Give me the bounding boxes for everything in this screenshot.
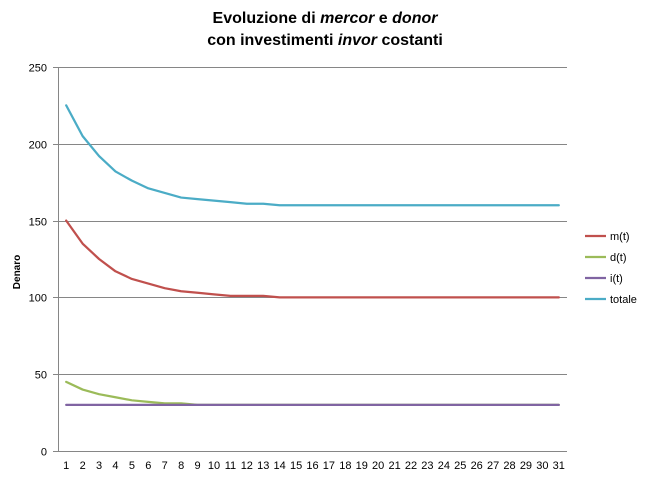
chart-title-line-1: Evoluzione di mercor e donor (0, 8, 650, 30)
y-tick-label: 250 (29, 63, 47, 75)
x-tick-label: 18 (339, 460, 351, 472)
x-tick-label: 5 (129, 460, 135, 472)
x-tick-label: 16 (306, 460, 318, 472)
chart-title-part: con investimenti (207, 32, 338, 49)
chart-title-part: Evoluzione di (212, 10, 321, 27)
series-lines (65, 104, 560, 407)
x-tick-label: 21 (388, 460, 400, 472)
x-tick-label: 14 (274, 460, 286, 472)
series-line-totale (65, 104, 560, 207)
x-tick-label: 10 (208, 460, 220, 472)
chart-title-part: e (374, 10, 393, 27)
chart-title-line-2: con investimenti invor costanti (0, 30, 650, 52)
gridlines (58, 67, 567, 375)
x-tick-label: 7 (162, 460, 168, 472)
series-line-d-t (65, 380, 560, 407)
series-line-m-t (65, 219, 560, 299)
x-tick-label: 28 (503, 460, 515, 472)
x-tick-label: 31 (553, 460, 565, 472)
y-tick-label: 0 (41, 447, 47, 459)
x-tick-label: 25 (454, 460, 466, 472)
x-tick-label: 17 (323, 460, 335, 472)
x-tick-label: 23 (421, 460, 433, 472)
y-tick-label: 50 (35, 370, 47, 382)
y-tick-label: 200 (29, 140, 47, 152)
chart-title: Evoluzione di mercor e donor con investi… (0, 8, 650, 52)
legend-label: totale (610, 294, 637, 306)
x-tick-label: 9 (195, 460, 201, 472)
x-tick-label: 2 (80, 460, 86, 472)
x-tick-label: 13 (257, 460, 269, 472)
x-tick-label: 12 (241, 460, 253, 472)
x-tick-label: 27 (487, 460, 499, 472)
x-tick-label: 30 (536, 460, 548, 472)
x-tick-label: 11 (225, 460, 236, 472)
legend: m(t) d(t) i(t) totale (585, 231, 637, 306)
x-tick-label: 26 (471, 460, 483, 472)
x-tick-label: 6 (145, 460, 151, 472)
legend-label: i(t) (610, 273, 623, 285)
chart-title-part: invor (337, 32, 378, 49)
y-tick-label: 150 (29, 217, 47, 229)
legend-label: d(t) (610, 252, 627, 264)
x-tick-label: 29 (520, 460, 532, 472)
x-tick-label: 24 (438, 460, 450, 472)
x-tick-label: 8 (178, 460, 184, 472)
chart-title-part: costanti (377, 32, 443, 49)
x-tick-label: 15 (290, 460, 302, 472)
x-tick-label: 4 (112, 460, 118, 472)
x-tick-label: 3 (96, 460, 102, 472)
y-tick-label: 100 (29, 293, 47, 305)
x-tick-label: 19 (356, 460, 368, 472)
x-tick-label: 22 (405, 460, 417, 472)
x-tick-label: 20 (372, 460, 384, 472)
chart-title-part: donor (392, 10, 438, 27)
legend-label: m(t) (610, 231, 630, 243)
chart-title-part: mercor (320, 10, 375, 27)
x-tick-label: 1 (63, 460, 69, 472)
y-axis-label: Denaro (12, 255, 23, 289)
